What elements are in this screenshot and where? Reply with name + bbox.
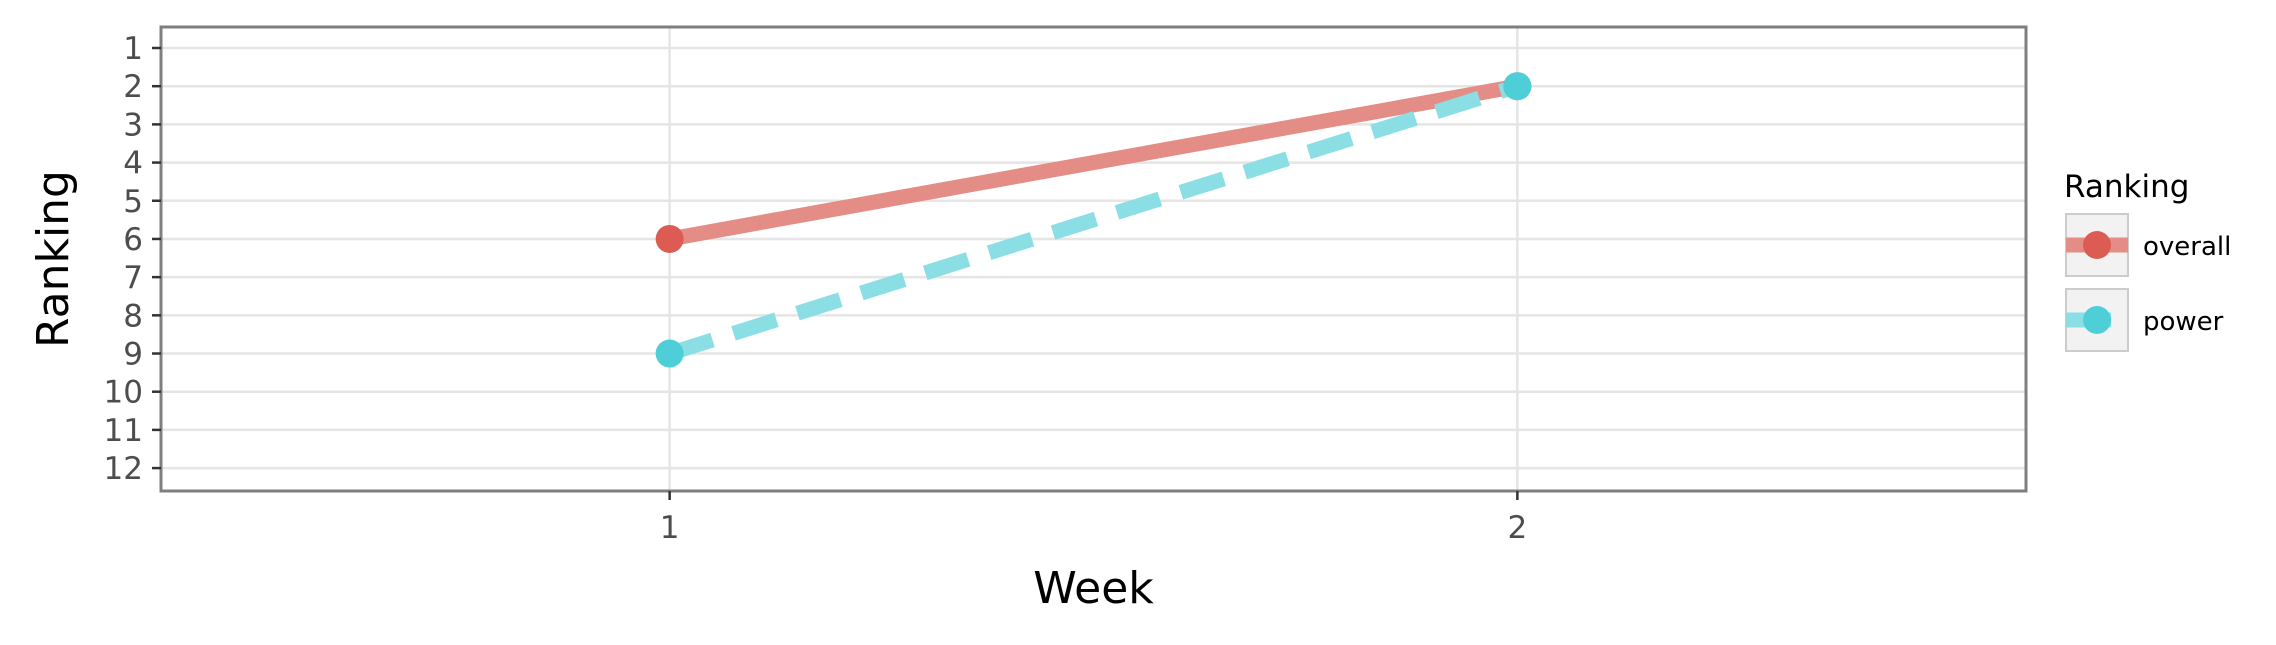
y-tick-label: 12 (104, 451, 143, 487)
legend-title: Ranking (2064, 169, 2189, 205)
x-axis-title: Week (1033, 563, 1154, 614)
legend: Ranking overall power (2064, 169, 2231, 352)
legend-label-power: power (2143, 307, 2224, 337)
grid (161, 27, 2026, 491)
y-tick-label: 1 (123, 31, 143, 67)
x-tick-label: 1 (660, 510, 680, 546)
x-tick-label: 2 (1507, 510, 1527, 546)
y-tick-label: 6 (123, 222, 143, 258)
y-tick-label: 8 (123, 298, 143, 334)
y-tick-label: 10 (104, 375, 143, 411)
y-tick-label: 2 (123, 69, 143, 105)
series-layer (655, 72, 1532, 368)
legend-key-point-overall (2083, 231, 2111, 259)
data-point-overall (655, 224, 684, 253)
legend-key-point-power (2083, 306, 2111, 334)
y-tick-label: 9 (123, 337, 143, 373)
y-tick-label: 4 (123, 146, 143, 182)
series-line-power (667, 79, 1520, 361)
y-tick-label: 5 (123, 184, 143, 220)
y-axis-title: Ranking (28, 170, 79, 348)
data-point-power (1503, 72, 1532, 101)
legend-label-overall: overall (2143, 232, 2231, 262)
plot-panel-border (159, 25, 2028, 493)
data-point-power (655, 339, 684, 368)
y-tick-label: 3 (123, 107, 143, 143)
y-tick-label: 11 (104, 413, 143, 449)
series-line-overall (668, 78, 1519, 247)
y-tick-label: 7 (123, 260, 143, 296)
